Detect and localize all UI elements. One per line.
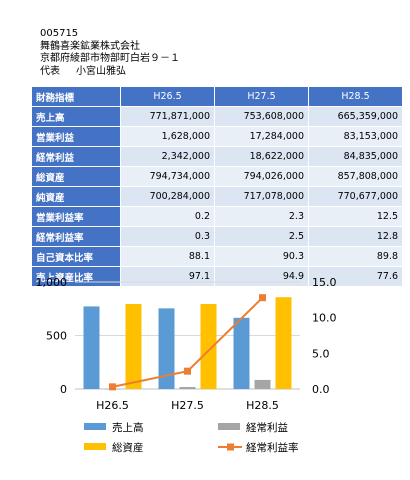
- table-cell: 1,628,000: [120, 126, 215, 147]
- company-header: 005715 舞鶴喜楽鉱業株式会社 京都府綾部市物部町白岩９－１ 代表 小宮山雅弘: [40, 28, 180, 78]
- line-point: [184, 367, 191, 375]
- table-cell: 2.3: [214, 206, 309, 227]
- table-cell: 794,026,000: [214, 166, 309, 187]
- legend-label: 売上高: [112, 421, 144, 434]
- column-header: H26.5: [120, 86, 215, 107]
- table-row: 経常利益率 0.3 2.5 12.8: [31, 226, 403, 247]
- bar: [83, 306, 100, 389]
- table-row: 営業利益 1,628,000 17,284,000 83,153,000: [31, 126, 403, 147]
- bar: [200, 304, 217, 389]
- bar: [158, 308, 175, 389]
- table-header-row: 財務指標 H26.5 H27.5 H28.5: [31, 86, 403, 107]
- row-header: 営業利益: [31, 126, 121, 147]
- company-address: 京都府綾部市物部町白岩９－１: [40, 53, 180, 64]
- y-left-tick-label: 0: [60, 383, 67, 396]
- table-row: 営業利益率 0.2 2.3 12.5: [31, 206, 403, 227]
- table-cell: 90.3: [214, 246, 309, 267]
- bar: [233, 317, 250, 389]
- table-cell: 89.8: [308, 246, 403, 267]
- column-header: H27.5: [214, 86, 309, 107]
- legend-swatch: [218, 423, 240, 430]
- bar: [125, 303, 142, 389]
- table-cell: 18,622,000: [214, 146, 309, 167]
- y-right-tick-label: 5.0: [312, 347, 330, 360]
- x-tick-label: H27.5: [171, 399, 204, 412]
- table-cell: 794,734,000: [120, 166, 215, 187]
- table-cell: 88.1: [120, 246, 215, 267]
- y-right-tick-label: 15.0: [312, 276, 337, 289]
- table-cell: 12.5: [308, 206, 403, 227]
- x-tick-label: H28.5: [246, 399, 279, 412]
- table-row: 経常利益 2,342,000 18,622,000 84,835,000: [31, 146, 403, 167]
- table-cell: 700,284,000: [120, 186, 215, 207]
- table-cell: 665,359,000: [308, 106, 403, 127]
- x-tick-label: H26.5: [96, 399, 129, 412]
- row-header: 自己資本比率: [31, 246, 121, 267]
- table-row: 売上高 771,871,000 753,608,000 665,359,000: [31, 106, 403, 127]
- company-name: 舞鶴喜楽鉱業株式会社: [40, 40, 140, 52]
- y-left-tick-label: 1,000: [36, 276, 68, 289]
- column-header: H28.5: [308, 86, 403, 107]
- table-cell: 717,078,000: [214, 186, 309, 207]
- legend-label: 経常利益率: [246, 441, 299, 454]
- legend-swatch: [84, 423, 106, 430]
- table-cell: 83,153,000: [308, 126, 403, 147]
- bar: [179, 387, 196, 389]
- table-row: 純資産 700,284,000 717,078,000 770,677,000: [31, 186, 403, 207]
- table-corner-header: 財務指標: [31, 86, 121, 107]
- table-cell: 770,677,000: [308, 186, 403, 207]
- legend-swatch: [84, 443, 106, 450]
- table-cell: 77.6: [308, 266, 403, 287]
- table-cell: 17,284,000: [214, 126, 309, 147]
- y-right-tick-label: 0.0: [312, 383, 330, 396]
- legend-label: 総資産: [112, 441, 144, 454]
- line-point: [259, 294, 266, 302]
- legend-marker: [227, 443, 234, 451]
- bar: [254, 379, 271, 389]
- table-cell: 857,808,000: [308, 166, 403, 187]
- row-header: 経常利益率: [31, 226, 121, 247]
- table-cell: 0.2: [120, 206, 215, 227]
- legend-label: 経常利益: [246, 421, 288, 434]
- table-cell: 84,835,000: [308, 146, 403, 167]
- table-cell: 2,342,000: [120, 146, 215, 167]
- table-cell: 12.8: [308, 226, 403, 247]
- row-header: 経常利益: [31, 146, 121, 167]
- row-header: 総資産: [31, 166, 121, 187]
- y-left-tick-label: 500: [46, 330, 67, 343]
- row-header: 営業利益率: [31, 206, 121, 227]
- table-cell: 2.5: [214, 226, 309, 247]
- y-right-tick-label: 10.0: [312, 312, 337, 325]
- row-header: 純資産: [31, 186, 121, 207]
- representative-label: 代表: [40, 65, 60, 77]
- financial-table: 財務指標 H26.5 H27.5 H28.5 売上高 771,871,000 7…: [31, 86, 403, 287]
- table-cell: 753,608,000: [214, 106, 309, 127]
- bar: [275, 297, 292, 389]
- representative-row: 代表 小宮山雅弘: [40, 66, 180, 79]
- representative-name: 小宮山雅弘: [76, 65, 126, 77]
- line-point: [109, 383, 116, 391]
- table-cell: 0.3: [120, 226, 215, 247]
- financial-chart: 0 500 1,000 0.0 5.0 10.0 15.0 H26.5 H27.5 H28.5 売上…: [36, 276, 337, 454]
- row-header: 売上高: [31, 106, 121, 127]
- company-code: 005715: [40, 28, 79, 39]
- table-cell: 771,871,000: [120, 106, 215, 127]
- table-row: 自己資本比率 88.1 90.3 89.8: [31, 246, 403, 267]
- table-row: 総資産 794,734,000 794,026,000 857,808,000: [31, 166, 403, 187]
